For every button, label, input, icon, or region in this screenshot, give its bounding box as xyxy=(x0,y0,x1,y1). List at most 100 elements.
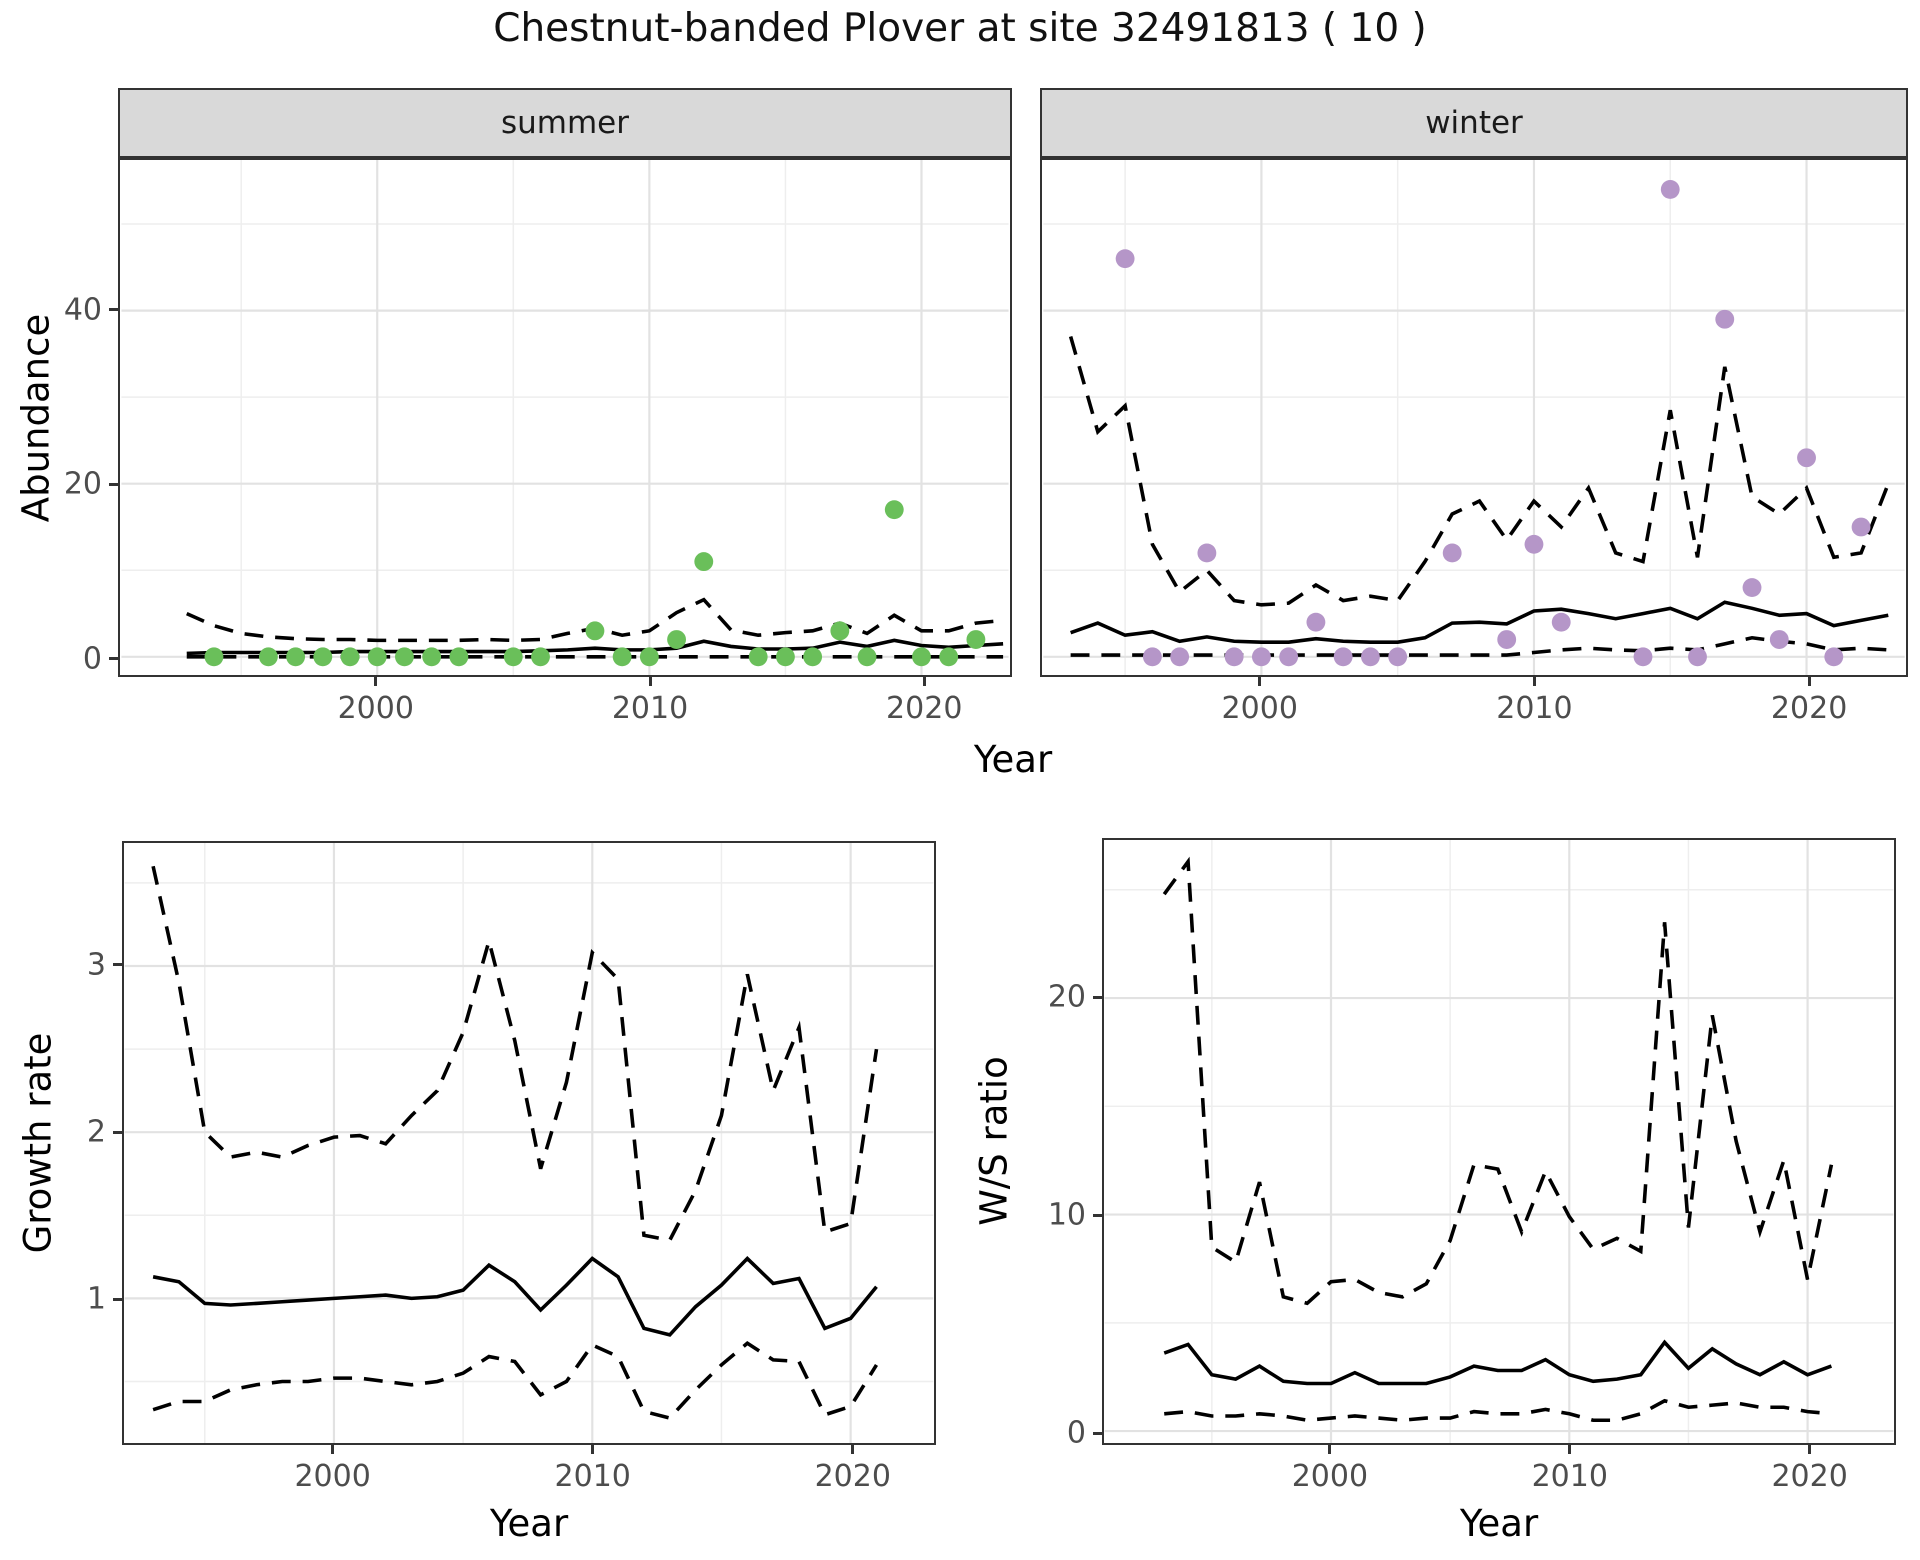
x-tick-label: 2000 xyxy=(1221,691,1298,726)
y-tick-mark xyxy=(113,1130,122,1134)
summer-count-point xyxy=(803,647,823,667)
y-tick-mark xyxy=(109,657,118,661)
summer-count-point xyxy=(939,647,959,667)
x-tick-label: 2020 xyxy=(886,691,963,726)
winter-count-point xyxy=(1115,249,1135,269)
x-tick-label: 2010 xyxy=(1531,1459,1608,1494)
x-tick-label: 2000 xyxy=(1291,1459,1369,1494)
panel-growth-rate xyxy=(122,841,936,1445)
summer-count-point xyxy=(449,647,469,667)
panel-abundance-winter xyxy=(1040,158,1908,677)
y-tick-label: 0 xyxy=(82,641,102,677)
y-tick-label: 20 xyxy=(63,466,102,502)
ws-plot-area xyxy=(1104,840,1894,1443)
summer-count-point xyxy=(612,647,632,667)
winter-count-point xyxy=(1824,647,1844,667)
x-tick-mark xyxy=(1532,677,1536,686)
summer-count-point xyxy=(204,647,224,667)
x-tick-label: 2010 xyxy=(611,691,689,726)
winter-count-point xyxy=(1251,647,1271,667)
y-tick-mark xyxy=(1093,1431,1102,1435)
winter-ci-lower-line xyxy=(1070,635,1889,657)
winter-count-point xyxy=(1142,647,1162,667)
summer-count-point xyxy=(503,647,523,667)
x-tick-label: 2010 xyxy=(554,1459,631,1494)
winter-count-point xyxy=(1715,309,1735,329)
winter-count-point xyxy=(1660,180,1680,199)
y-tick-mark xyxy=(113,1297,122,1301)
growth-ci-lower-line xyxy=(152,1341,879,1421)
ws-median-line xyxy=(1163,1339,1833,1386)
winter-count-point xyxy=(1551,612,1571,632)
x-tick-mark xyxy=(374,677,378,686)
winter-plot-area xyxy=(1043,160,1905,675)
y-axis-title-abundance: Abundance xyxy=(14,313,58,523)
x-tick-mark xyxy=(922,677,926,686)
y-tick-label: 40 xyxy=(63,292,102,328)
chart-title: Chestnut-banded Plover at site 32491813 … xyxy=(493,6,1427,51)
summer-count-point xyxy=(884,500,904,520)
winter-count-point xyxy=(1524,534,1544,554)
x-tick-label: 2020 xyxy=(1770,691,1848,726)
summer-count-point xyxy=(286,647,306,667)
ws-ci-lower-line xyxy=(1164,1398,1832,1423)
summer-plot-area xyxy=(121,160,1009,675)
winter-count-point xyxy=(1224,647,1244,667)
x-tick-mark xyxy=(851,1445,855,1454)
winter-count-point xyxy=(1306,612,1326,632)
y-tick-mark xyxy=(113,963,122,967)
summer-count-point xyxy=(748,647,768,667)
winter-count-point xyxy=(1769,630,1789,649)
x-tick-mark xyxy=(1808,1445,1812,1454)
growth-plot-area xyxy=(124,843,934,1443)
panel-ws-ratio xyxy=(1102,838,1896,1445)
winter-count-point xyxy=(1742,578,1762,598)
summer-count-point xyxy=(830,621,850,641)
winter-count-point xyxy=(1360,647,1380,667)
growth-ci-upper-line xyxy=(151,865,879,1243)
y-tick-label: 3 xyxy=(86,947,106,983)
x-tick-label: 2010 xyxy=(1496,691,1573,726)
summer-count-point xyxy=(367,647,387,667)
summer-count-point xyxy=(531,647,550,667)
summer-count-point xyxy=(313,647,333,667)
winter-count-point xyxy=(1197,543,1217,563)
winter-count-point xyxy=(1497,630,1517,649)
winter-count-point xyxy=(1333,647,1353,667)
winter-median-line xyxy=(1070,600,1889,644)
x-tick-label: 2020 xyxy=(1771,1459,1848,1494)
y-tick-label: 0 xyxy=(1066,1415,1086,1451)
y-tick-label: 1 xyxy=(86,1281,106,1317)
y-tick-mark xyxy=(109,482,118,486)
winter-count-point xyxy=(1688,647,1707,667)
winter-count-point xyxy=(1797,448,1816,468)
winter-ci-upper-line xyxy=(1068,336,1890,607)
summer-count-point xyxy=(258,647,278,667)
x-tick-label: 2020 xyxy=(814,1459,891,1494)
winter-count-point xyxy=(1279,647,1299,667)
y-tick-label: 10 xyxy=(1047,1197,1086,1233)
summer-count-point xyxy=(775,647,795,667)
x-tick-mark xyxy=(1568,1445,1572,1454)
x-tick-mark xyxy=(1328,1445,1332,1454)
facet-strip-winter: winter xyxy=(1040,88,1908,158)
ws-ci-upper-line xyxy=(1162,856,1834,1306)
summer-count-point xyxy=(395,647,414,667)
summer-count-point xyxy=(340,647,360,667)
winter-count-point xyxy=(1851,517,1871,537)
x-tick-label: 2000 xyxy=(337,691,414,726)
winter-count-point xyxy=(1633,647,1653,667)
winter-count-point xyxy=(1388,647,1408,667)
y-tick-label: 20 xyxy=(1047,979,1086,1015)
facet-strip-winter-label: winter xyxy=(1425,105,1523,141)
y-tick-mark xyxy=(1093,995,1102,999)
x-axis-title-year-bottom-right: Year xyxy=(1459,1502,1539,1545)
y-tick-label: 2 xyxy=(86,1114,106,1150)
summer-count-point xyxy=(912,647,931,667)
summer-count-point xyxy=(857,647,877,667)
x-tick-mark xyxy=(1258,677,1262,686)
x-tick-mark xyxy=(1807,677,1811,686)
summer-count-point xyxy=(966,630,986,649)
winter-count-point xyxy=(1170,647,1190,667)
